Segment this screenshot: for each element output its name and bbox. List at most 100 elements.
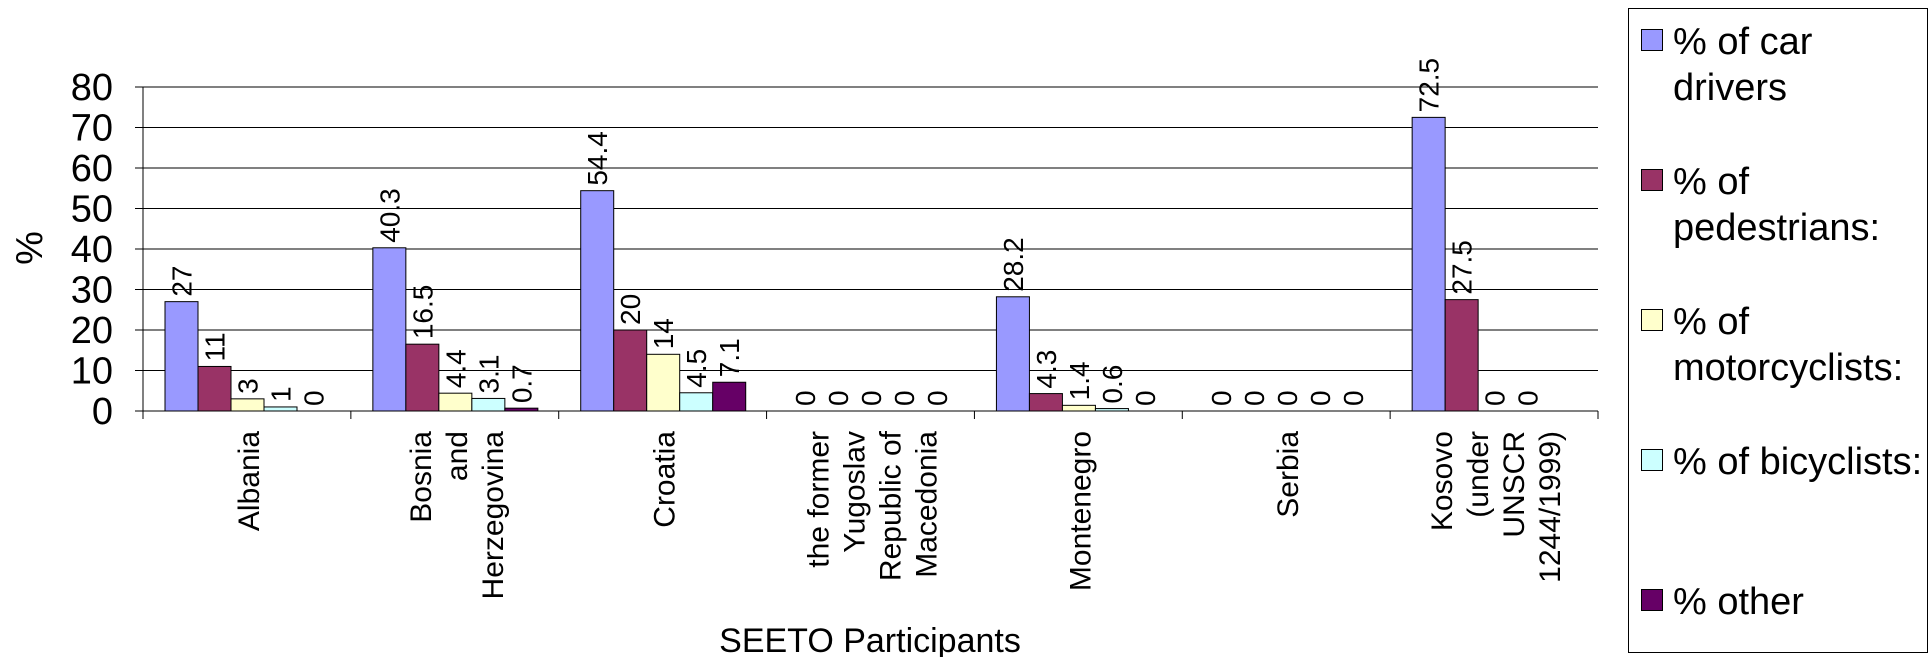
y-tick-label: 80 [71, 67, 113, 109]
data-label: 40.3 [374, 188, 405, 243]
data-label: 4.3 [1031, 350, 1062, 389]
data-label: 4.5 [681, 349, 712, 388]
data-label: 1 [266, 386, 297, 402]
bar [471, 397, 506, 412]
data-label: 0.6 [1097, 365, 1128, 404]
category-label: Kosovo [1426, 431, 1459, 531]
x-axis-title: SEETO Participants [719, 622, 1021, 657]
category-label: Montenegro [1064, 431, 1097, 591]
data-label: 0 [922, 390, 953, 406]
bar [712, 381, 747, 412]
data-label: 0 [1206, 390, 1237, 406]
legend-label: % other [1673, 581, 1804, 623]
category-label: Republic of [875, 430, 908, 581]
category-label: and [441, 431, 474, 481]
category-label: Macedonia [911, 431, 944, 578]
data-label: 0 [299, 390, 330, 406]
data-label: 0 [1239, 390, 1270, 406]
data-label: 14 [648, 318, 679, 349]
y-tick-label: 60 [71, 148, 113, 190]
data-label: 54.4 [582, 131, 613, 186]
data-label: 16.5 [407, 285, 438, 340]
category-label: Bosnia [405, 431, 438, 523]
data-label: 1.4 [1064, 361, 1095, 400]
y-tick-label: 40 [71, 229, 113, 271]
data-label: 0 [1272, 390, 1303, 406]
data-label: 0 [1305, 390, 1336, 406]
bar [263, 406, 298, 412]
data-label: 28.2 [998, 237, 1029, 292]
legend-label: % of motorcyclists: [1673, 301, 1904, 389]
bar [1061, 404, 1096, 412]
data-label: 27.5 [1447, 240, 1478, 295]
bar [164, 301, 199, 412]
data-label: 0.7 [506, 364, 537, 403]
data-label: 0 [889, 390, 920, 406]
y-tick-label: 20 [71, 310, 113, 352]
category-label: Croatia [649, 431, 682, 528]
data-label: 0 [1513, 390, 1544, 406]
bar [405, 343, 440, 412]
data-label: 0 [790, 390, 821, 406]
bar [230, 398, 265, 412]
legend-swatch [1641, 29, 1663, 51]
category-label: the former [803, 431, 836, 568]
bar [372, 247, 407, 412]
data-label: 0 [1480, 390, 1511, 406]
category-label: Serbia [1272, 431, 1305, 518]
category-label: Herzegovina [477, 431, 510, 600]
data-label: 4.4 [440, 349, 471, 388]
y-tick-label: 70 [71, 108, 113, 150]
legend: % of car drivers % of pedestrians: % of … [1628, 8, 1928, 653]
gridlines [143, 86, 1598, 371]
legend-swatch [1641, 169, 1663, 191]
legend-swatch [1641, 589, 1663, 611]
legend-swatch [1641, 449, 1663, 471]
x-axis: Albania Bosnia and Herzegovina Croatia the fo… [142, 410, 1599, 600]
bar [1028, 393, 1063, 412]
data-label: 7.1 [714, 338, 745, 377]
data-label: 11 [200, 332, 231, 361]
category-label: Albania [233, 431, 266, 531]
bar [1444, 299, 1479, 412]
category-label: Yugoslav [839, 431, 872, 553]
legend-label: % of pedestrians: [1673, 161, 1881, 249]
category-label: (under [1462, 431, 1495, 518]
data-label: 0 [823, 390, 854, 406]
data-label: 72.5 [1414, 58, 1445, 113]
data-label: 0 [856, 390, 887, 406]
data-label: 3 [233, 378, 264, 394]
category-label: 1244/1999) [1534, 431, 1567, 583]
bar [438, 392, 473, 412]
bar [995, 296, 1030, 412]
bar [646, 353, 681, 412]
bars [164, 116, 1479, 412]
y-tick-label: 50 [71, 189, 113, 231]
bar [197, 365, 232, 412]
data-label: 3.1 [473, 355, 504, 394]
y-axis-title: % [9, 231, 51, 265]
legend-label: % of car drivers [1673, 21, 1813, 109]
y-tick-label: 0 [92, 391, 113, 433]
legend-item-bicyclists: % of bicyclists: [1641, 439, 1923, 485]
legend-item-motorcyclists: % of motorcyclists: [1641, 299, 1923, 391]
legend-swatch [1641, 309, 1663, 331]
legend-label: % of bicyclists: [1673, 441, 1923, 483]
category-label: UNSCR [1498, 431, 1531, 538]
y-tick-label: 10 [71, 351, 113, 393]
data-label: 0 [1338, 390, 1369, 406]
bar [1411, 116, 1446, 412]
bar [679, 392, 714, 412]
data-label: 0 [1130, 390, 1161, 406]
data-label: 27 [167, 265, 198, 296]
y-tick-label: 30 [71, 270, 113, 312]
bar [613, 329, 648, 412]
bar [580, 190, 615, 412]
legend-item-other: % other [1641, 579, 1923, 625]
legend-item-pedestrians: % of pedestrians: [1641, 159, 1923, 251]
data-label: 20 [615, 294, 646, 325]
legend-item-car-drivers: % of car drivers [1641, 19, 1923, 111]
